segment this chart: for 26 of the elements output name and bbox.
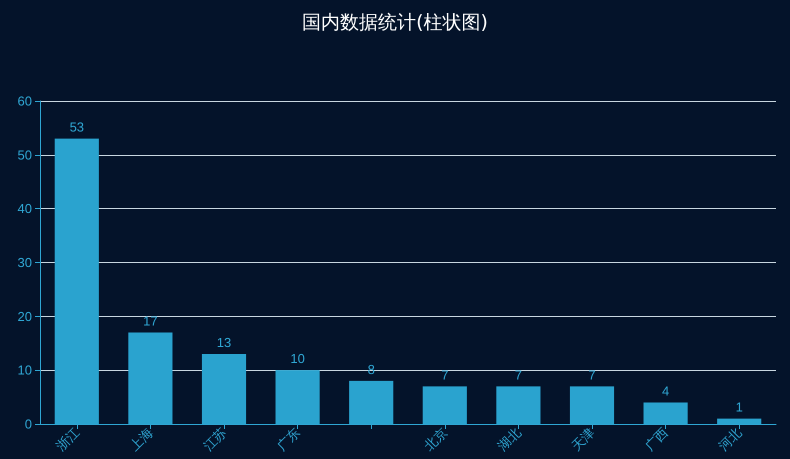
x-tick-label: 上海 [126,424,156,454]
data-label: 1 [736,400,743,415]
data-label: 7 [514,367,522,382]
data-label: 4 [662,383,670,398]
y-tick-label: 50 [18,147,32,162]
data-label: 7 [441,367,448,382]
chart-title: 国内数据统计(柱状图) [302,12,488,34]
data-label: 53 [70,120,84,135]
x-tick-label: 湖北 [494,424,524,454]
data-label: 17 [143,313,158,328]
y-tick-label: 10 [18,362,32,378]
x-tick-label: 浙江 [53,424,82,454]
y-tick-label: 40 [18,201,32,216]
y-tick-label: 60 [18,94,32,108]
y-tick-label: 20 [18,308,32,324]
x-tick-label: 天津 [568,424,598,454]
y-tick-label: 30 [18,255,32,270]
x-tick-label: 广东 [274,424,303,454]
data-label: 13 [216,335,232,350]
x-tick-label: 河北 [716,424,745,454]
data-label: 10 [290,351,305,366]
x-tick-label: 广西 [642,424,671,454]
y-tick-label: 0 [24,416,32,432]
x-tick-label: 江苏 [200,424,230,454]
x-tick-label: 北京 [421,424,450,454]
data-label: 7 [588,367,596,382]
